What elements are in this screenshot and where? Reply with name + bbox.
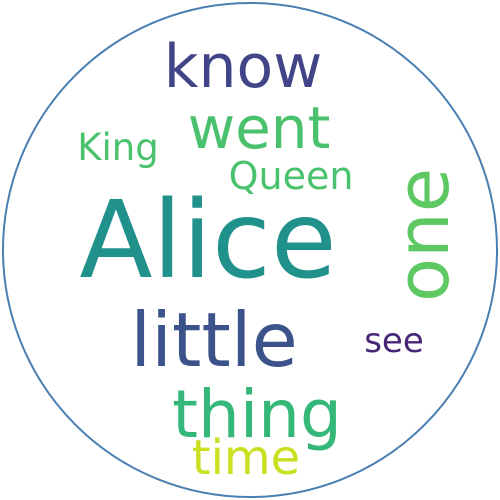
word-queen: Queen [229,154,354,198]
word-know: know [164,32,323,102]
word-alice: Alice [79,179,336,303]
word-time: time [192,430,300,486]
word-thing: thing [172,376,342,453]
word-went: went [188,94,331,162]
word-one: one [381,168,465,302]
word-king: King [77,126,158,169]
word-little: little [130,296,297,384]
word-see: see [364,321,424,361]
